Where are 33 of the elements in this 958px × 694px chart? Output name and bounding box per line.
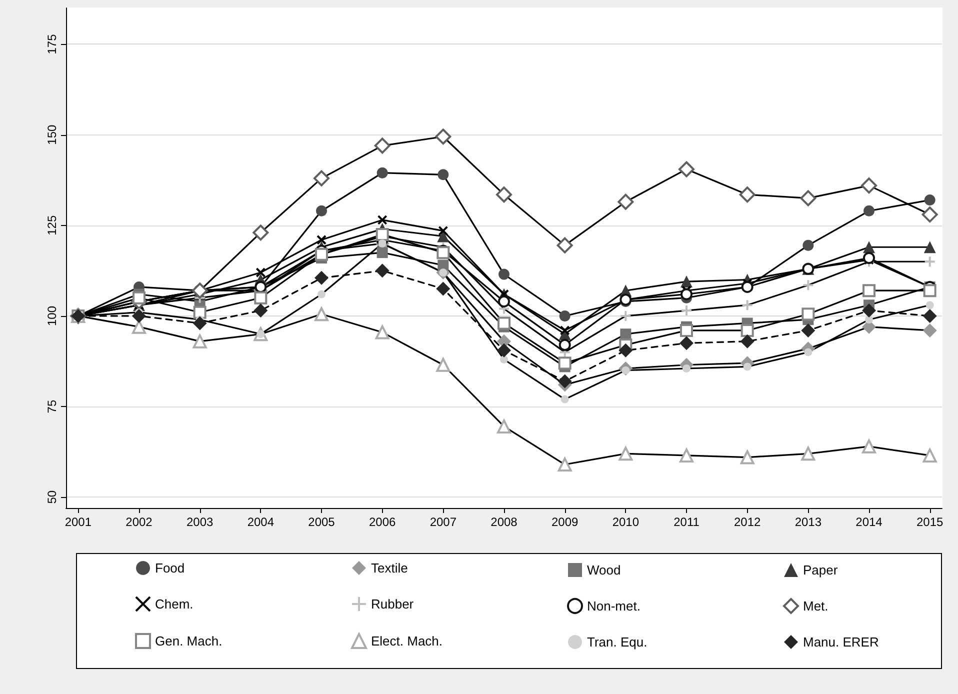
- y-tick-label: 75: [45, 400, 59, 414]
- x-tick-label: 2002: [126, 515, 153, 529]
- x-tick-label: 2005: [308, 515, 336, 529]
- x-tick-label: 2012: [734, 515, 762, 529]
- x-tick-label: 2008: [490, 515, 518, 529]
- legend-label: Food: [155, 560, 185, 576]
- x-tick-label: 2009: [551, 515, 579, 529]
- legend-label: Met.: [803, 598, 828, 614]
- legend-label: Elect. Mach.: [371, 634, 443, 648]
- legend-label: Wood: [587, 562, 621, 578]
- y-tick-label: 125: [45, 215, 59, 236]
- legend-label: Chem.: [155, 596, 194, 612]
- legend-label: Rubber: [371, 596, 414, 612]
- legend-label: Non-met.: [587, 598, 640, 614]
- x-tick-label: 2015: [916, 515, 944, 529]
- y-tick-label: 150: [45, 124, 59, 145]
- y-tick-label: 100: [45, 306, 59, 326]
- legend-label: Tran. Equ.: [587, 634, 648, 650]
- legend-label: Paper: [803, 562, 838, 578]
- x-tick-label: 2007: [430, 515, 457, 529]
- x-tick-label: 2010: [612, 515, 640, 529]
- x-tick-label: 2001: [64, 515, 92, 529]
- x-tick-label: 2013: [794, 515, 822, 529]
- x-tick-label: 2014: [856, 515, 883, 529]
- x-tick-label: 2006: [368, 515, 396, 529]
- y-tick-label: 175: [45, 34, 59, 54]
- x-tick-label: 2003: [186, 515, 214, 529]
- x-tick-label: 2004: [247, 515, 274, 529]
- legend-label: Manu. ERER: [803, 634, 879, 650]
- x-tick-label: 2011: [674, 515, 700, 529]
- legend-label: Gen. Mach.: [155, 634, 222, 648]
- y-tick-label: 50: [45, 490, 59, 504]
- legend-label: Textile: [371, 560, 408, 576]
